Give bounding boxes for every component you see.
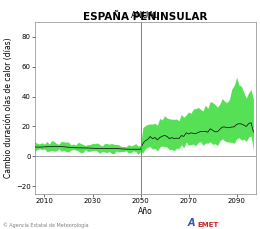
Text: ANUAL: ANUAL (131, 11, 160, 20)
X-axis label: Año: Año (138, 207, 153, 216)
Y-axis label: Cambio duración olas de calor (días): Cambio duración olas de calor (días) (4, 38, 13, 178)
Text: EMET: EMET (198, 222, 219, 228)
Text: A: A (187, 218, 195, 228)
Title: ESPAÑA PENINSULAR: ESPAÑA PENINSULAR (83, 12, 207, 22)
Text: © Agencia Estatal de Meteorología: © Agencia Estatal de Meteorología (3, 222, 88, 228)
